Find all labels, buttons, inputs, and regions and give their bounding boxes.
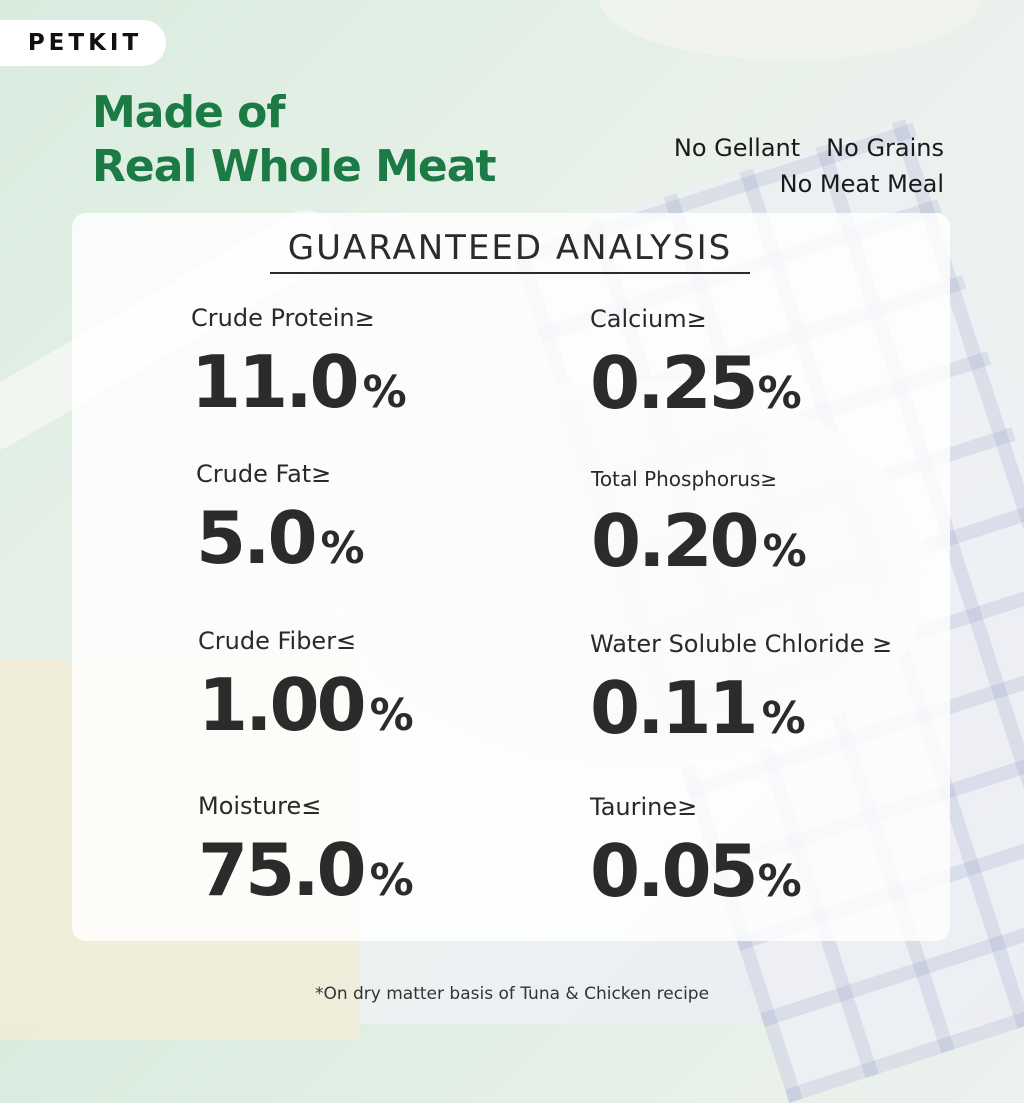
nutrient-label: Water Soluble Chloride ≥ [590,630,893,658]
nutrient-value: 5.0% [196,496,365,580]
product-claims: No Gellant No Grains No Meat Meal [674,130,944,202]
brand-logo: PETKIT [0,20,166,66]
background-bowl-top [600,0,980,60]
nutrient-value: 0.25% [590,341,802,425]
nutrient-crude-protein: Crude Protein≥ 11.0% [191,304,407,424]
nutrient-label: Crude Fat≥ [196,460,332,488]
nutrient-label: Total Phosphorus≥ [591,467,778,491]
nutrient-calcium: Calcium≥ 0.25% [590,305,802,425]
footnote: *On dry matter basis of Tuna & Chicken r… [314,984,710,1004]
nutrient-number: 0.20 [591,499,760,583]
claim-no-meat-meal: No Meat Meal [779,170,944,198]
nutrient-unit: % [369,855,414,906]
nutrient-water-soluble-chloride: Water Soluble Chloride ≥ 0.11% [590,630,892,750]
nutrient-label: Crude Protein≥ [191,304,375,332]
claim-no-grains: No Grains [826,134,944,162]
nutrient-number: 0.25 [590,341,759,425]
nutrient-label: Moisture≤ [198,792,322,820]
nutrient-taurine: Taurine≥ 0.05% [590,793,802,913]
headline-line1: Made of [92,87,286,138]
nutrient-number: 75.0 [198,828,367,912]
headline-line2: Real Whole Meat [92,141,496,192]
nutrient-number: 0.11 [590,666,759,750]
nutrient-number: 11.0 [191,340,360,424]
nutrient-crude-fiber: Crude Fiber≤ 1.00% [198,627,414,747]
nutrient-number: 0.05 [590,829,759,913]
nutrient-value: 0.11% [590,666,892,750]
nutrient-label: Calcium≥ [590,305,707,333]
nutrient-unit: % [757,856,802,907]
nutrient-value: 75.0% [198,828,414,912]
claim-no-gellant: No Gellant [673,134,801,162]
nutrient-unit: % [369,690,414,741]
analysis-title: GUARANTEED ANALYSIS [270,228,750,274]
nutrient-value: 0.05% [590,829,802,913]
nutrient-value: 0.20% [591,499,807,583]
nutrient-unit: % [362,367,407,418]
nutrient-value: 11.0% [191,340,407,424]
nutrient-unit: % [320,523,365,574]
nutrient-unit: % [762,526,807,577]
brand-logo-text: PETKIT [27,30,143,56]
nutrient-label: Taurine≥ [590,793,698,821]
nutrient-unit: % [761,693,806,744]
nutrient-number: 1.00 [198,663,367,747]
nutrient-crude-fat: Crude Fat≥ 5.0% [196,460,365,580]
nutrient-total-phosphorus: Total Phosphorus≥ 0.20% [591,467,807,583]
nutrient-number: 5.0 [196,496,318,580]
analysis-panel [72,213,950,941]
nutrient-value: 1.00% [198,663,414,747]
nutrient-unit: % [757,368,802,419]
nutrient-label: Crude Fiber≤ [198,627,357,655]
headline: Made of Real Whole Meat [92,86,496,194]
nutrient-moisture: Moisture≤ 75.0% [198,792,414,912]
